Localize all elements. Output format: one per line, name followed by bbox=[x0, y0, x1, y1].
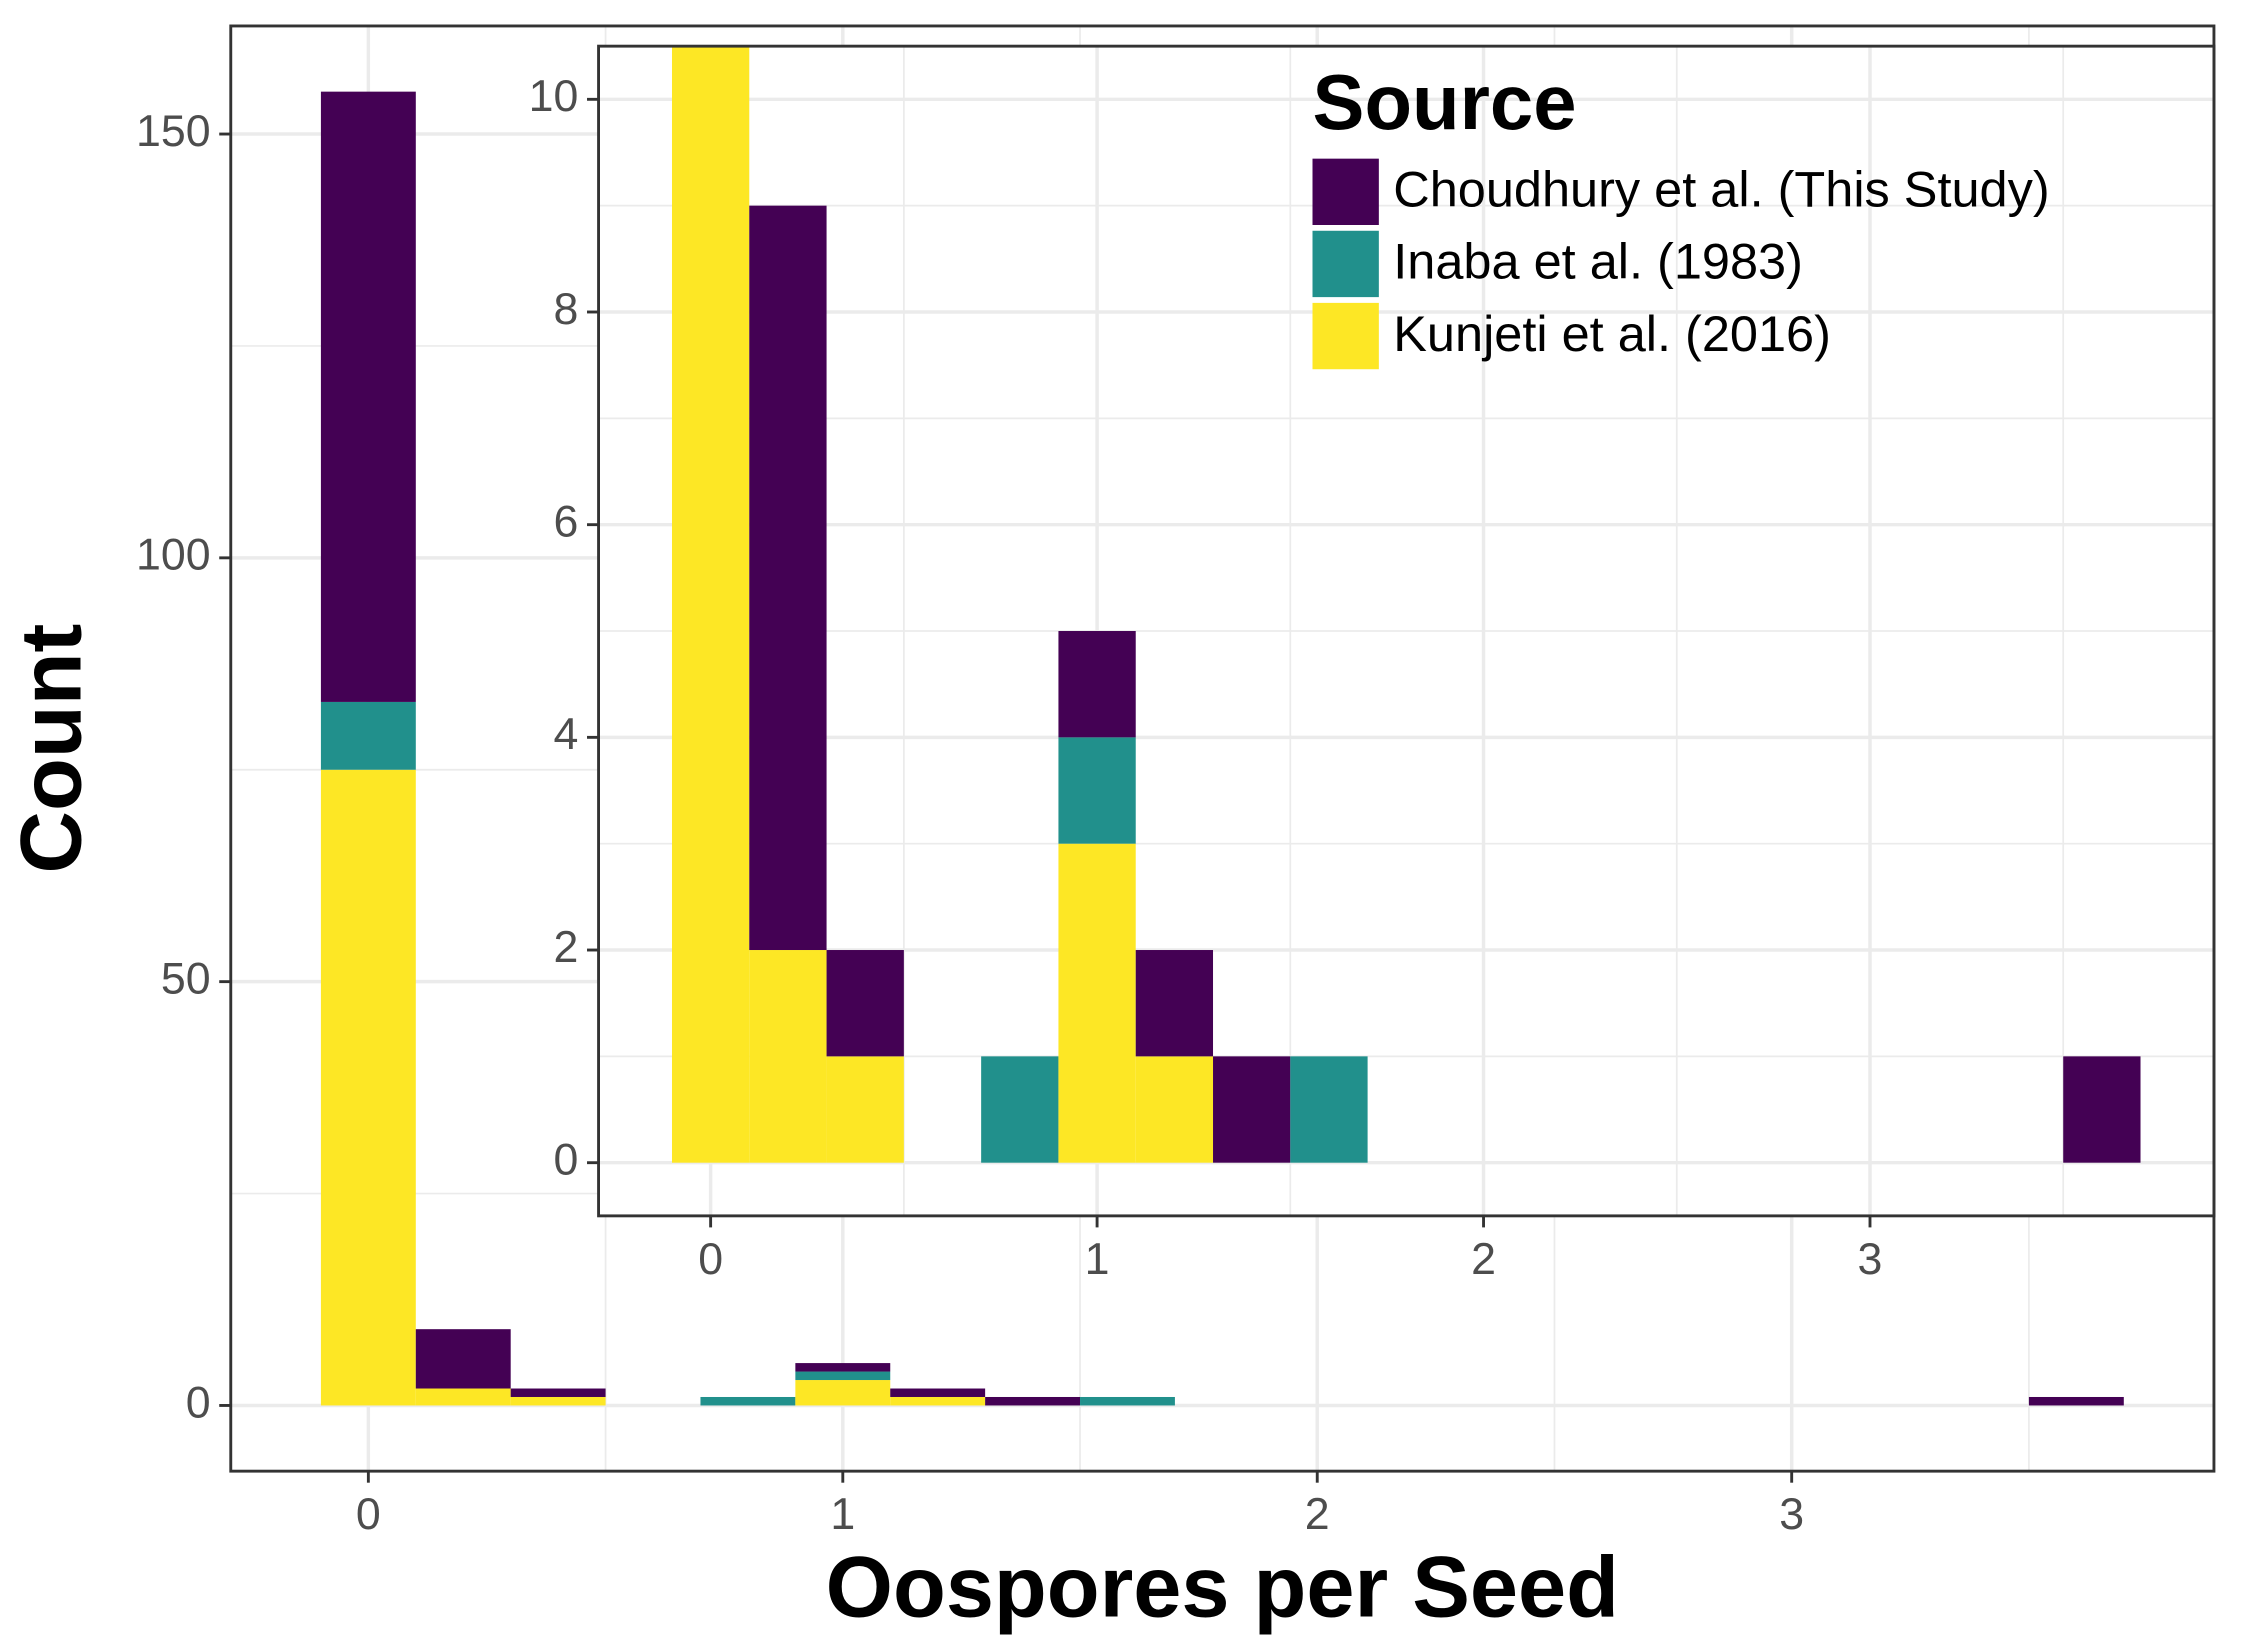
bar bbox=[795, 1371, 891, 1381]
x-tick-label: 3 bbox=[1858, 1235, 1883, 1284]
bar bbox=[749, 205, 827, 951]
legend-title: Source bbox=[1313, 58, 1577, 146]
bar bbox=[320, 769, 416, 1406]
bar bbox=[1290, 1056, 1368, 1163]
bar bbox=[1213, 1056, 1291, 1163]
y-tick-label: 4 bbox=[553, 710, 578, 759]
y-tick-label: 6 bbox=[553, 497, 578, 546]
y-tick-label: 150 bbox=[136, 107, 211, 156]
bar bbox=[826, 950, 904, 1057]
bar bbox=[795, 1380, 891, 1406]
legend-label: Choudhury et al. (This Study) bbox=[1393, 161, 2049, 218]
bar bbox=[671, 46, 750, 1163]
bar bbox=[1058, 737, 1136, 844]
bar bbox=[1080, 1396, 1175, 1406]
x-tick-label: 3 bbox=[1779, 1490, 1804, 1539]
y-tick-label: 100 bbox=[136, 531, 211, 580]
y-tick-label: 50 bbox=[161, 954, 211, 1003]
bar bbox=[826, 1056, 904, 1163]
bar bbox=[2063, 1056, 2141, 1163]
x-axis-title: Oospores per Seed bbox=[826, 1540, 1619, 1636]
y-tick-label: 8 bbox=[553, 285, 578, 334]
bar bbox=[749, 950, 827, 1163]
y-tick-label: 2 bbox=[553, 923, 578, 972]
bar bbox=[1135, 1056, 1214, 1163]
legend-key bbox=[1312, 302, 1379, 370]
bar bbox=[510, 1388, 606, 1397]
y-tick-label: 0 bbox=[553, 1136, 578, 1185]
y-tick-label: 0 bbox=[186, 1378, 211, 1427]
bar bbox=[1058, 843, 1136, 1163]
legend-label: Kunjeti et al. (2016) bbox=[1393, 305, 1831, 362]
legend-key bbox=[1312, 158, 1379, 225]
bar bbox=[510, 1396, 606, 1406]
bar bbox=[2028, 1396, 2124, 1406]
panel-border bbox=[597, 44, 2216, 1218]
bar bbox=[415, 1329, 511, 1389]
x-tick-label: 1 bbox=[1085, 1235, 1110, 1284]
x-tick-label: 2 bbox=[1305, 1490, 1330, 1539]
bar bbox=[415, 1388, 511, 1406]
x-tick-label: 1 bbox=[830, 1490, 855, 1539]
bar bbox=[700, 1396, 796, 1406]
panel: 0 2 4 6 8 10 0 1 2 3 Source Choudhury et al. (This … bbox=[529, 44, 2216, 1284]
bars bbox=[671, 46, 2141, 1163]
bar bbox=[320, 701, 416, 770]
bar bbox=[890, 1388, 986, 1397]
x-tick-label: 0 bbox=[356, 1490, 381, 1539]
bar bbox=[985, 1396, 1081, 1406]
bars bbox=[320, 91, 2124, 1406]
x-tick-label: 2 bbox=[1471, 1235, 1496, 1284]
bar bbox=[795, 1363, 891, 1372]
bar bbox=[320, 91, 416, 702]
legend-label: Inaba et al. (1983) bbox=[1393, 233, 1803, 290]
y-tick-label: 10 bbox=[529, 72, 579, 121]
bar bbox=[890, 1396, 986, 1406]
legend-key bbox=[1312, 230, 1379, 298]
x-tick-label: 0 bbox=[698, 1235, 723, 1284]
y-axis-title: Count bbox=[4, 624, 100, 874]
bar bbox=[981, 1056, 1059, 1163]
bar bbox=[1135, 950, 1214, 1057]
bar bbox=[1058, 631, 1136, 738]
